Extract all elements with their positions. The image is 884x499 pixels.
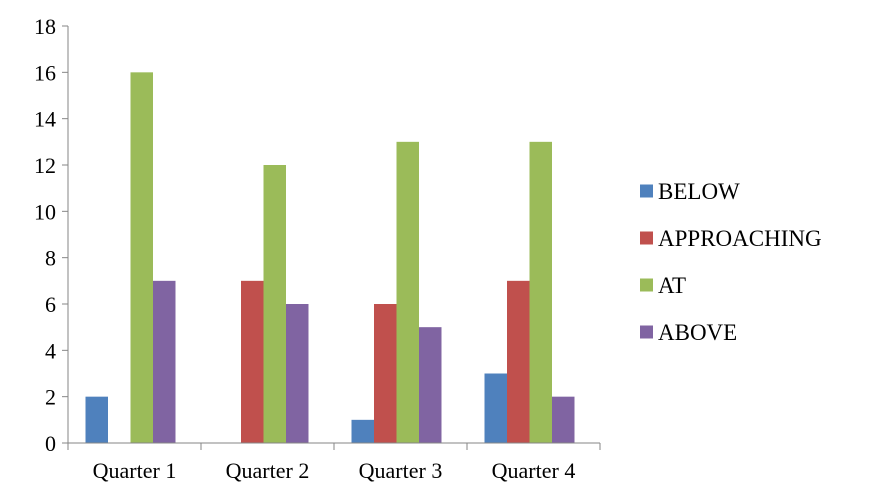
- bar-above-4: [552, 396, 575, 443]
- y-tick-label: 18: [34, 14, 56, 39]
- y-tick-label: 12: [34, 153, 56, 178]
- y-tick-label: 4: [45, 338, 56, 363]
- x-tick-label: Quarter 2: [226, 458, 310, 483]
- bar-approaching-3: [374, 304, 397, 443]
- legend-label-at: AT: [658, 273, 686, 298]
- legend-swatch-above: [640, 325, 653, 339]
- legend-label-above: ABOVE: [658, 320, 737, 345]
- y-tick-label: 16: [34, 60, 56, 85]
- y-tick-label: 10: [34, 199, 56, 224]
- legend: BELOW APPROACHING AT ABOVE: [640, 179, 822, 345]
- y-tick-label: 14: [34, 107, 56, 132]
- bars-group: [85, 72, 575, 444]
- bar-approaching-2: [241, 280, 264, 443]
- x-tick-label: Quarter 3: [359, 458, 443, 483]
- bar-above-3: [419, 327, 442, 443]
- bar-above-2: [286, 304, 309, 443]
- y-tick-label: 8: [45, 246, 56, 271]
- bar-at-2: [263, 165, 286, 443]
- bar-below-4: [484, 373, 507, 443]
- y-tick-label: 6: [45, 292, 56, 317]
- bar-below-1: [85, 396, 108, 443]
- y-tick-label: 2: [45, 385, 56, 410]
- legend-swatch-approaching: [640, 231, 653, 245]
- bar-at-3: [396, 141, 419, 444]
- bar-at-4: [529, 141, 552, 444]
- x-tick-label: Quarter 1: [93, 458, 177, 483]
- x-tick-label: Quarter 4: [492, 458, 576, 483]
- y-tick-label: 0: [45, 431, 56, 456]
- bar-at-1: [130, 72, 153, 443]
- bar-below-3: [351, 419, 374, 443]
- axes-group: 0 2 4 6 8 10 12 14 16 18 Quarter 1 Quarter 2 Quarter…: [34, 14, 601, 483]
- legend-swatch-below: [640, 184, 653, 198]
- bar-approaching-4: [507, 280, 530, 443]
- bar-above-1: [153, 280, 176, 443]
- legend-swatch-at: [640, 278, 653, 292]
- legend-label-approaching: APPROACHING: [658, 226, 822, 251]
- legend-label-below: BELOW: [658, 179, 740, 204]
